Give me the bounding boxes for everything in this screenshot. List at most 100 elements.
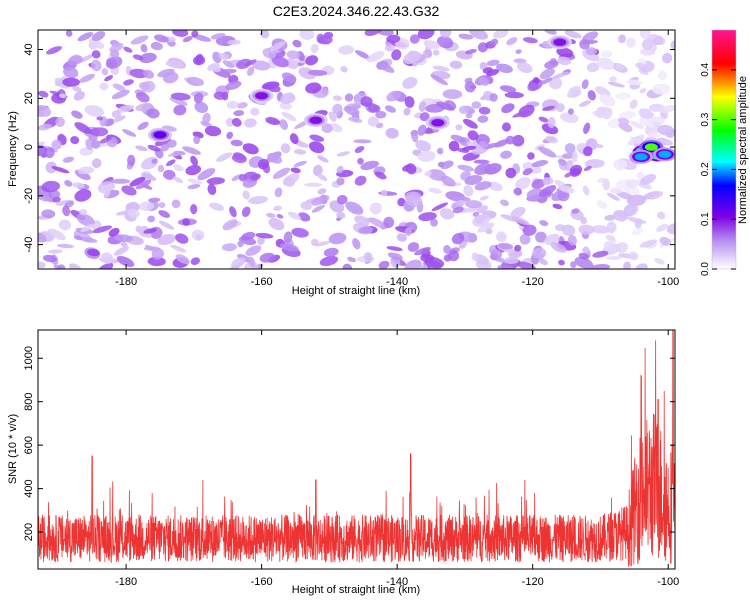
heatmap-y-tick-label: -20 (23, 188, 35, 204)
heatmap-cell (635, 263, 648, 269)
heatmap-cell (489, 93, 498, 102)
heatmap-feature (634, 153, 648, 161)
heatmap-cell (51, 139, 62, 150)
heatmap-cell (289, 133, 299, 144)
heatmap-cell (210, 33, 226, 40)
heatmap-cell (505, 135, 516, 145)
heatmap-cell (279, 243, 299, 252)
heatmap-cell (539, 68, 555, 80)
heatmap-cell (38, 232, 47, 243)
heatmap-cell (652, 36, 664, 45)
heatmap-cell (404, 259, 422, 269)
heatmap-cell (512, 134, 525, 147)
chart-title: C2E3.2024.346.22.43.G32 (273, 3, 440, 19)
heatmap-x-axis-label: Height of straight line (km) (292, 285, 420, 297)
heatmap-cell (609, 187, 623, 194)
heatmap-cell (592, 110, 602, 118)
heatmap-cell (147, 256, 166, 267)
heatmap-cell (112, 83, 126, 92)
heatmap-cell (495, 231, 507, 243)
heatmap-cell (474, 181, 492, 191)
heatmap-cell (166, 159, 176, 167)
heatmap-cell (204, 125, 222, 137)
heatmap-cell (108, 228, 120, 237)
heatmap-cell (154, 34, 169, 43)
heatmap-cell (143, 228, 157, 234)
heatmap-cell (127, 208, 140, 218)
heatmap-cell (569, 164, 583, 176)
heatmap-cell (116, 256, 135, 267)
heatmap-cell (169, 97, 188, 106)
heatmap-cell (497, 264, 514, 269)
heatmap-cell (185, 164, 202, 176)
heatmap-cell (90, 127, 109, 137)
heatmap-cell (430, 218, 438, 227)
heatmap-cell (471, 101, 482, 109)
heatmap-cell (404, 227, 413, 237)
heatmap-cell (501, 122, 512, 132)
heatmap-y-tick-label: 0 (23, 144, 35, 150)
heatmap-cell (243, 59, 257, 67)
heatmap-cell (458, 105, 469, 115)
heatmap-cell (424, 256, 445, 268)
heatmap-cell (405, 194, 423, 208)
heatmap-cell (293, 149, 307, 155)
heatmap-cell (237, 240, 244, 248)
heatmap-cell (138, 82, 151, 90)
heatmap-cell (599, 94, 616, 107)
heatmap-cell (113, 246, 129, 256)
heatmap-cell (458, 33, 474, 40)
heatmap-cell (587, 90, 596, 101)
heatmap-cell (230, 139, 243, 147)
heatmap-cell (79, 73, 95, 83)
heatmap-cell (160, 143, 170, 152)
heatmap-cell (464, 174, 483, 186)
heatmap-cell (147, 215, 155, 223)
heatmap-cell (579, 39, 590, 50)
heatmap-cell (430, 74, 448, 86)
heatmap-cell (281, 111, 297, 122)
heatmap-cell (629, 99, 638, 109)
heatmap-cell (101, 68, 109, 76)
heatmap-cell (551, 71, 570, 80)
heatmap-cell (222, 219, 238, 231)
heatmap-cell (477, 205, 488, 214)
heatmap-cell (272, 167, 291, 179)
heatmap-cell (654, 257, 665, 265)
heatmap-cell (172, 176, 184, 183)
heatmap-cell (194, 101, 209, 114)
heatmap-cell (352, 238, 361, 250)
heatmap-cell (175, 254, 190, 265)
heatmap-cell (496, 63, 513, 73)
heatmap-cell (88, 38, 105, 49)
heatmap-cell (556, 103, 565, 113)
heatmap-cell (336, 151, 351, 157)
heatmap-cell (409, 34, 420, 44)
heatmap-cell (386, 34, 401, 44)
heatmap-cell (538, 146, 557, 158)
heatmap-cell (665, 129, 675, 138)
heatmap-feature (431, 119, 445, 127)
heatmap-cell (660, 104, 675, 114)
heatmap-cell (424, 170, 432, 177)
heatmap-cell (62, 77, 80, 87)
heatmap-cell (465, 49, 477, 55)
heatmap-cell (175, 233, 189, 244)
heatmap-cell (273, 205, 282, 211)
heatmap-cell (56, 243, 75, 249)
heatmap-cell (543, 30, 557, 35)
heatmap-cell (354, 215, 370, 227)
heatmap-cell (105, 56, 123, 69)
heatmap-cell (338, 45, 355, 55)
heatmap-cell (564, 30, 582, 39)
heatmap-cell (319, 255, 339, 267)
snr-y-tick-label: 800 (23, 393, 35, 411)
heatmap-cell (358, 226, 374, 234)
heatmap-cell (135, 145, 148, 152)
heatmap-cell (384, 105, 397, 113)
heatmap-cell (248, 195, 268, 205)
heatmap-cell (305, 55, 319, 66)
heatmap-cell (515, 177, 531, 190)
heatmap-cell (80, 237, 98, 243)
heatmap-cell (136, 92, 150, 103)
